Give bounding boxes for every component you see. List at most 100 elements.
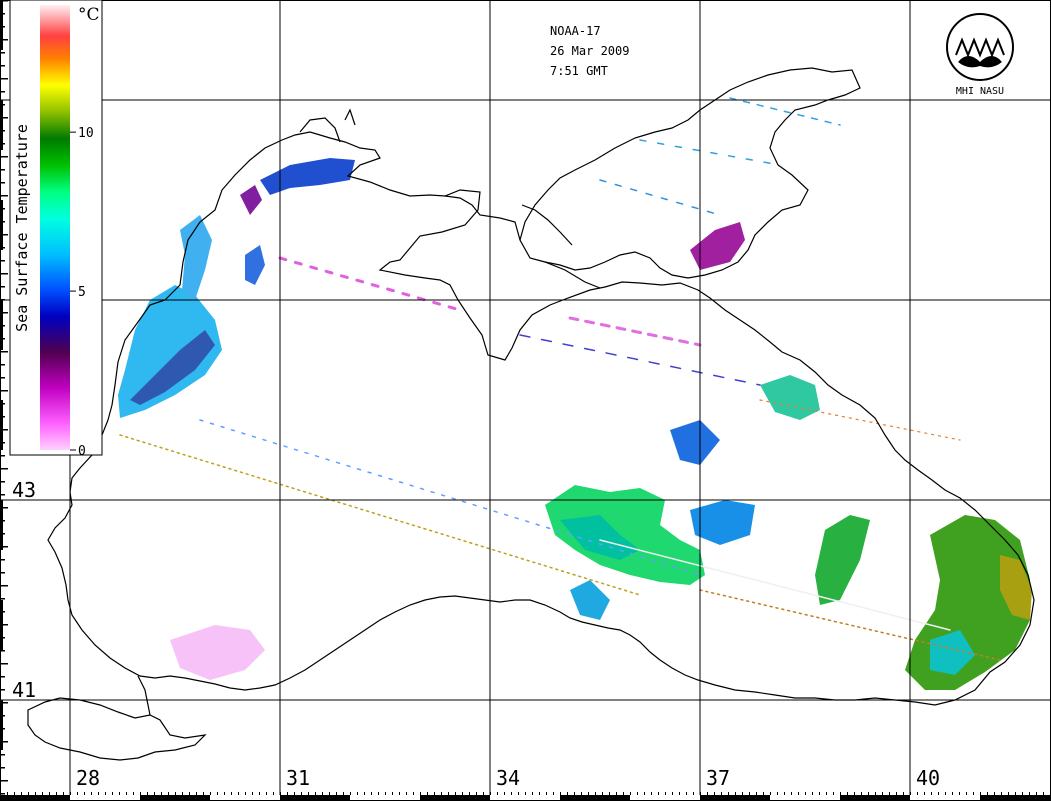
sst-patch-central-1	[545, 485, 705, 585]
ruler-tick	[0, 792, 1, 795]
ruler-tick	[322, 792, 323, 795]
ruler-block	[140, 795, 210, 800]
sst-patch-north-east	[760, 375, 820, 420]
ruler-tick	[196, 792, 197, 795]
satellite-name: NOAA-17	[550, 24, 601, 38]
ruler-tick	[91, 792, 92, 795]
ruler-tick	[0, 260, 5, 262]
ruler-tick	[924, 792, 925, 795]
ruler-tick	[938, 792, 939, 795]
ruler-tick	[112, 792, 113, 795]
acquisition-date: 26 Mar 2009	[550, 44, 629, 58]
ruler-tick	[959, 792, 960, 795]
ruler-tick	[371, 792, 372, 795]
legend-tick-label: 5	[78, 285, 86, 300]
ruler-tick	[182, 792, 183, 795]
sst-patch-coast-strip-2	[245, 245, 265, 285]
ruler-tick	[35, 792, 36, 795]
ruler-tick	[434, 792, 435, 795]
logo-text: MHI NASU	[956, 86, 1004, 97]
ruler-tick	[210, 792, 211, 795]
ruler-tick	[14, 792, 15, 795]
acquisition-info: NOAA-17 26 Mar 2009 7:51 GMT	[550, 24, 629, 78]
ruler-tick	[812, 792, 813, 795]
ruler-tick	[525, 792, 526, 795]
ruler-tick	[147, 792, 148, 795]
ruler-tick	[357, 792, 358, 795]
ruler-tick	[742, 792, 743, 795]
ruler-tick	[0, 52, 5, 54]
coastline-marmara	[27, 697, 207, 761]
ruler-tick	[567, 792, 568, 795]
ruler-tick	[651, 792, 652, 795]
ruler-tick	[861, 792, 862, 795]
ruler-tick	[385, 792, 386, 795]
ruler-tick	[896, 792, 897, 795]
ruler-block	[280, 795, 350, 800]
ruler-tick	[364, 792, 365, 795]
ruler-tick	[0, 182, 5, 184]
coastline-azov	[519, 67, 861, 279]
ruler-tick	[0, 169, 5, 171]
ruler-tick	[455, 792, 456, 795]
ruler-tick	[973, 792, 974, 795]
ruler-tick	[966, 792, 967, 795]
ruler-tick	[1043, 792, 1044, 795]
bottom-scale-ruler	[0, 792, 1051, 800]
ruler-tick	[84, 792, 85, 795]
coastline-dnieper	[299, 108, 356, 143]
sst-patch-east-warm	[1000, 555, 1032, 620]
ruler-tick	[126, 792, 127, 795]
ruler-tick	[644, 792, 645, 795]
ruler-tick	[413, 792, 414, 795]
ruler-tick	[609, 792, 610, 795]
ruler-tick	[553, 792, 554, 795]
ruler-block	[0, 0, 3, 50]
ruler-tick	[476, 792, 477, 795]
ruler-block	[980, 795, 1050, 800]
latitude-label-43: 43	[12, 478, 36, 502]
ruler-tick	[427, 792, 428, 795]
ruler-tick	[1022, 792, 1023, 795]
ruler-block	[0, 500, 3, 550]
ruler-tick	[637, 792, 638, 795]
longitude-label-34: 34	[496, 766, 520, 790]
ruler-tick	[994, 792, 995, 795]
legend-tick-label: 10	[78, 126, 94, 141]
ruler-tick	[868, 792, 869, 795]
ruler-tick	[0, 377, 5, 379]
ruler-tick	[763, 792, 764, 795]
ruler-tick	[280, 792, 281, 795]
ruler-tick	[0, 234, 8, 236]
ruler-tick	[0, 0, 8, 2]
mhi-nasu-logo: MHI NASU	[946, 13, 1014, 97]
coastline	[27, 67, 1035, 761]
ruler-tick	[889, 792, 890, 795]
ruler-tick	[0, 390, 8, 392]
ruler-tick	[903, 792, 904, 795]
ruler-tick	[1001, 792, 1002, 795]
ruler-tick	[826, 792, 827, 795]
legend: Sea Surface Temperature °C 10 5 0	[9, 0, 103, 459]
ruler-block	[0, 200, 3, 250]
ruler-tick	[0, 78, 8, 80]
ruler-tick	[560, 792, 561, 795]
ruler-tick	[259, 792, 260, 795]
longitude-label-28: 28	[76, 766, 100, 790]
ruler-tick	[378, 792, 379, 795]
ruler-tick	[532, 792, 533, 795]
ruler-block	[700, 795, 770, 800]
ruler-block	[560, 795, 630, 800]
ruler-tick	[0, 793, 5, 795]
ruler-tick	[574, 792, 575, 795]
ruler-tick	[847, 792, 848, 795]
ruler-tick	[539, 792, 540, 795]
ruler-tick	[0, 663, 8, 665]
ruler-tick	[0, 351, 8, 353]
sst-patch-mid-east	[815, 515, 870, 605]
ruler-tick	[840, 792, 841, 795]
ruler-tick	[0, 429, 8, 431]
ruler-tick	[497, 792, 498, 795]
ruler-tick	[0, 702, 8, 704]
